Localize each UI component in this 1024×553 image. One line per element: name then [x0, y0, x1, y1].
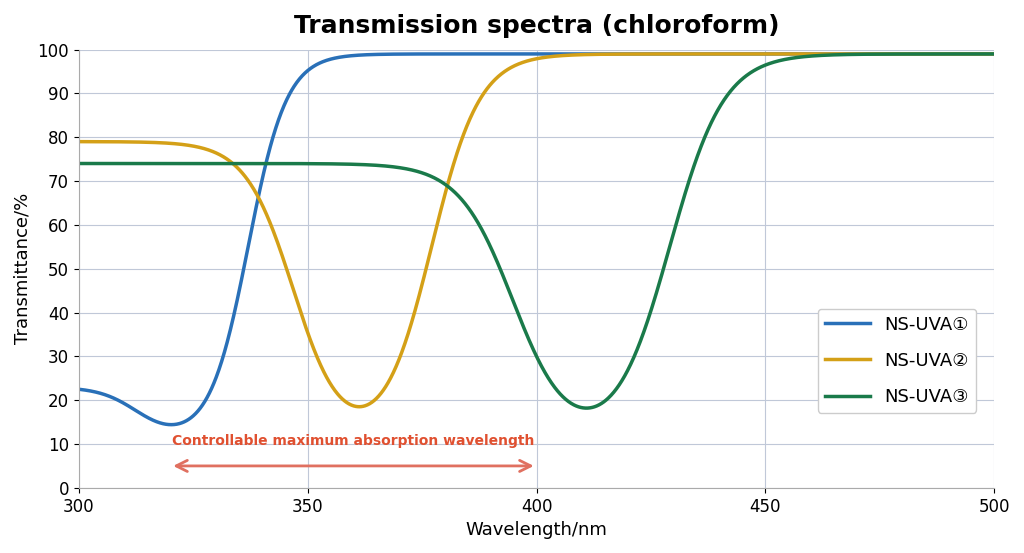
- NS-UVA①: [120, 401, 132, 408]
- Y-axis label: Transmittance/%: Transmittance/%: [14, 193, 32, 345]
- NS-UVA①: [948, 51, 961, 58]
- NS-UVA②: [494, 71, 506, 78]
- NS-UVA③: [120, 160, 132, 167]
- Line: NS-UVA②: NS-UVA②: [79, 54, 994, 406]
- NS-UVA③: [963, 51, 975, 58]
- NS-UVA②: [794, 51, 806, 58]
- NS-UVA②: [962, 51, 974, 58]
- NS-UVA①: [165, 421, 177, 428]
- NS-UVA②: [988, 51, 1000, 58]
- NS-UVA①: [963, 51, 975, 58]
- NS-UVA①: [73, 386, 85, 393]
- Title: Transmission spectra (chloroform): Transmission spectra (chloroform): [294, 14, 779, 38]
- Line: NS-UVA①: NS-UVA①: [79, 54, 994, 425]
- NS-UVA③: [518, 325, 530, 331]
- NS-UVA①: [518, 51, 530, 58]
- NS-UVA①: [988, 51, 1000, 58]
- Legend: NS-UVA①, NS-UVA②, NS-UVA③: NS-UVA①, NS-UVA②, NS-UVA③: [818, 309, 976, 413]
- NS-UVA②: [120, 139, 132, 145]
- Line: NS-UVA③: NS-UVA③: [79, 54, 994, 408]
- NS-UVA③: [73, 160, 85, 167]
- NS-UVA①: [963, 51, 975, 58]
- NS-UVA③: [962, 51, 974, 58]
- NS-UVA③: [794, 54, 806, 60]
- NS-UVA②: [518, 59, 530, 65]
- NS-UVA③: [494, 264, 506, 271]
- NS-UVA①: [794, 51, 806, 58]
- X-axis label: Wavelength/nm: Wavelength/nm: [466, 521, 607, 539]
- NS-UVA②: [353, 403, 366, 410]
- Text: Controllable maximum absorption wavelength: Controllable maximum absorption waveleng…: [172, 435, 535, 448]
- NS-UVA③: [581, 405, 593, 411]
- NS-UVA②: [73, 138, 85, 145]
- NS-UVA②: [963, 51, 975, 58]
- NS-UVA③: [988, 51, 1000, 58]
- NS-UVA①: [494, 51, 506, 58]
